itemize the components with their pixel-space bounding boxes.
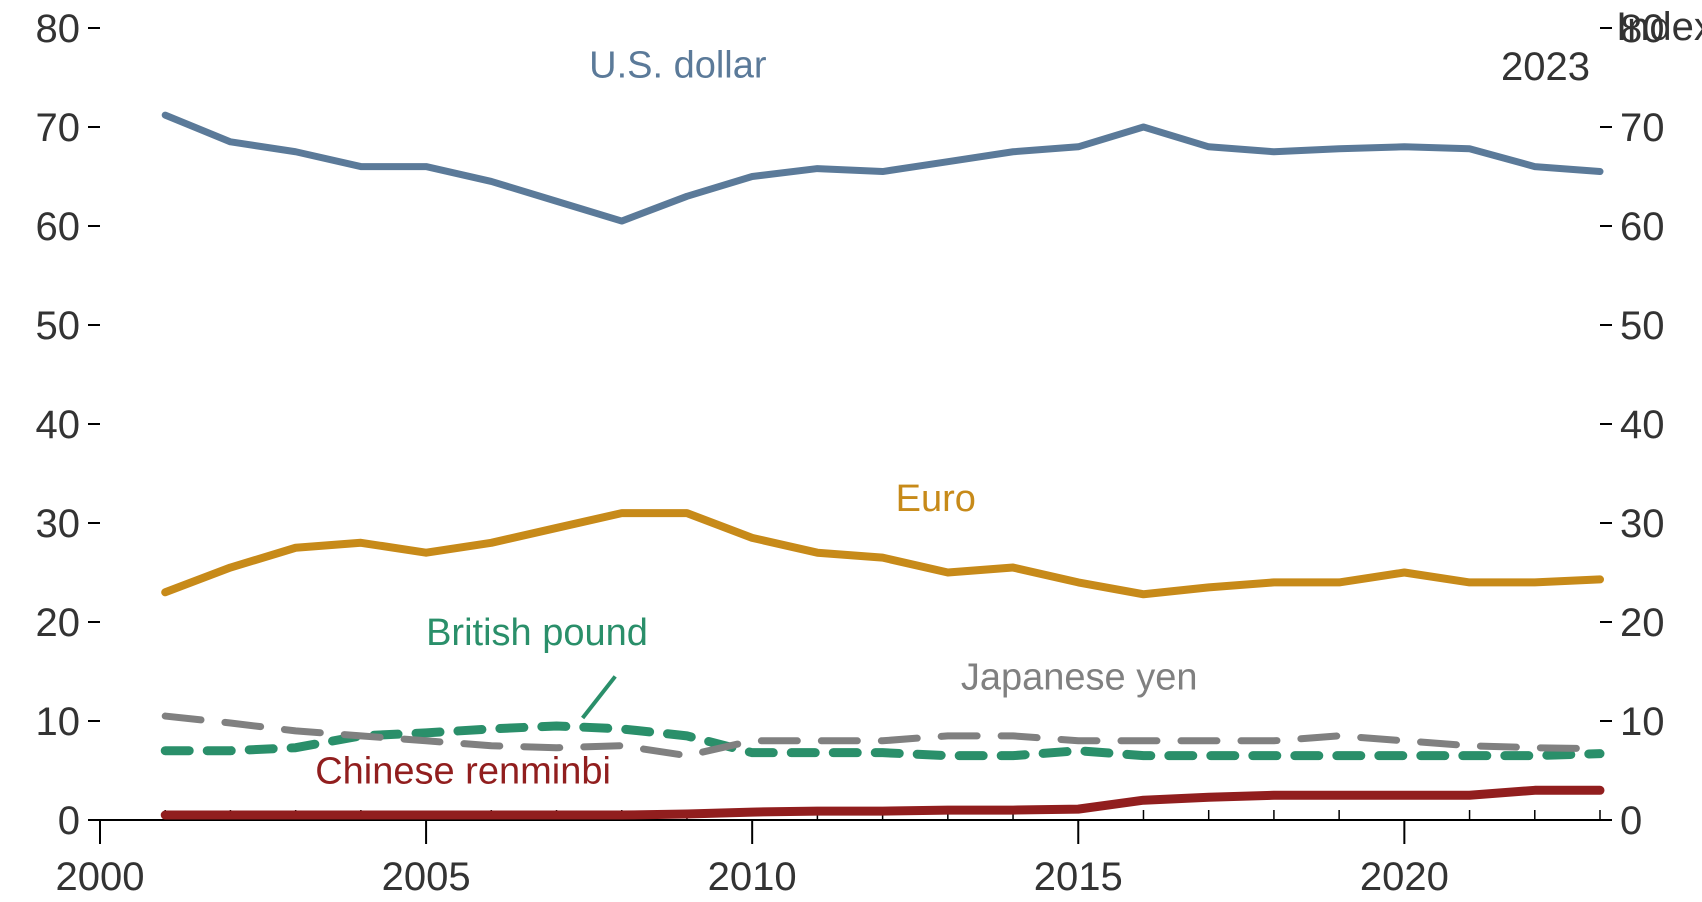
y-right-title: Index: [1616, 5, 1702, 49]
y-right-tick-label: 30: [1620, 502, 1665, 546]
y-left-tick-label: 60: [36, 205, 81, 249]
series-eur: [165, 513, 1600, 594]
y-left-tick-label: 10: [36, 700, 81, 744]
y-right-tick-label: 50: [1620, 304, 1665, 348]
y-left-tick-label: 40: [36, 403, 81, 447]
series-label-cny: Chinese renminbi: [315, 750, 611, 792]
x-tick-label: 2000: [56, 855, 145, 899]
series-label-jpy: Japanese yen: [961, 656, 1198, 698]
series-pointer-gbp: [583, 676, 616, 718]
series-label-gbp: British pound: [426, 612, 648, 654]
y-right-tick-label: 70: [1620, 106, 1665, 150]
year-2023-label: 2023: [1501, 45, 1590, 89]
y-left-tick-label: 20: [36, 601, 81, 645]
y-right-tick-label: 10: [1620, 700, 1665, 744]
x-tick-label: 2015: [1034, 855, 1123, 899]
series-cny: [165, 790, 1600, 815]
y-right-tick-label: 60: [1620, 205, 1665, 249]
y-left-tick-label: 80: [36, 7, 81, 51]
y-left-tick-label: 70: [36, 106, 81, 150]
y-left-tick-label: 50: [36, 304, 81, 348]
y-right-tick-label: 20: [1620, 601, 1665, 645]
currency-index-chart: 2000 2005 2010 2015 2020 0 10 20 30 40 50 60 70 80 0 10…: [0, 0, 1702, 902]
x-tick-label: 2020: [1360, 855, 1449, 899]
y-left-tick-label: 0: [58, 799, 80, 843]
x-tick-label: 2005: [382, 855, 471, 899]
series-usd: [165, 115, 1600, 221]
y-right-tick-label: 0: [1620, 799, 1642, 843]
series-label-usd: U.S. dollar: [589, 45, 767, 87]
series-label-eur: Euro: [896, 478, 976, 520]
y-right-tick-label: 40: [1620, 403, 1665, 447]
y-left-tick-label: 30: [36, 502, 81, 546]
x-tick-label: 2010: [708, 855, 797, 899]
